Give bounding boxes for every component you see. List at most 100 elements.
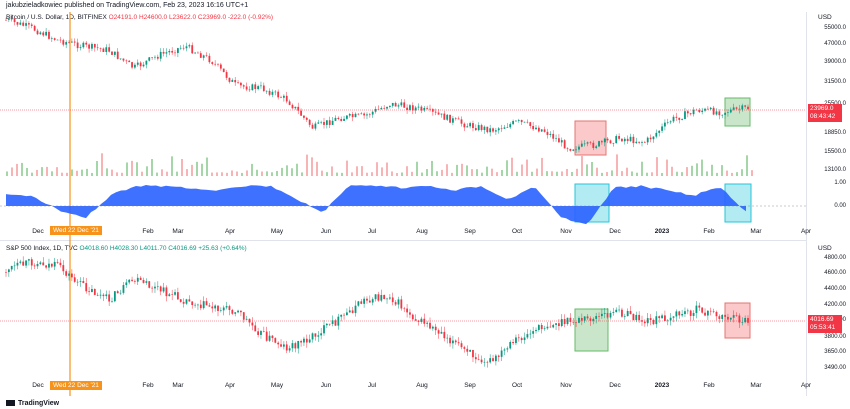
spx-candle-body — [732, 315, 735, 318]
btc-candle-body — [729, 109, 732, 113]
spx-candle-body — [343, 314, 345, 316]
spx-candle-body — [452, 340, 454, 344]
volume-bar — [256, 169, 258, 176]
volume-bar — [171, 156, 173, 176]
spx-candle-body — [672, 316, 675, 318]
spx-candle-body — [517, 337, 520, 339]
spx-candle-body — [360, 301, 363, 304]
btc-candle-body — [228, 77, 231, 82]
btc-candle-body — [583, 143, 586, 145]
osc-price-axis[interactable]: 1.00 0.00 — [806, 0, 850, 240]
btc-candle-body — [334, 117, 337, 121]
spx-candle-body — [182, 301, 185, 304]
btc-candle-body — [248, 89, 251, 91]
spx-candle-body — [242, 312, 245, 320]
btc-candle-body — [331, 120, 334, 125]
spx-candle-body — [500, 350, 503, 357]
volume-bar — [421, 172, 423, 176]
spx-candle-body — [695, 305, 698, 314]
btc-candle-body — [191, 45, 194, 54]
btc-candle-body — [411, 105, 414, 111]
btc-candle-body — [689, 113, 692, 115]
btc-candle-body — [360, 113, 363, 115]
volume-bar — [66, 172, 68, 176]
spx-candle-body — [36, 263, 39, 267]
volume-bar — [31, 172, 33, 176]
spx-candle-body — [586, 316, 589, 319]
spx-symbol[interactable]: S&P 500 Index, 1D, TVC — [6, 245, 78, 252]
spx-candle-body — [437, 330, 440, 334]
btc-candle-body — [735, 107, 738, 109]
btc-candle-body — [388, 105, 391, 107]
btc-candle-body — [452, 118, 454, 123]
btc-candle-body — [368, 114, 371, 116]
oscillator-area — [6, 185, 746, 225]
spx-candle-body — [363, 298, 366, 304]
btc-candle-body — [661, 126, 663, 131]
volume-bar — [11, 167, 13, 176]
spx-candle-body — [509, 341, 512, 349]
spx-candle-body — [214, 305, 217, 309]
spx-candle-body — [718, 316, 721, 319]
spx-candle-body — [383, 294, 386, 300]
spx-candle-body — [68, 273, 70, 276]
spx-candle-body — [219, 310, 222, 311]
btc-candle-body — [73, 41, 76, 43]
volume-bar — [226, 172, 228, 176]
spx-candle-body — [139, 277, 142, 280]
y-tick-label: 13100.0 — [824, 167, 846, 173]
spx-candle-body — [681, 314, 684, 316]
spx-candle-body — [704, 312, 706, 316]
btc-candle-body — [423, 107, 426, 111]
btc-candle-body — [351, 114, 354, 118]
btc-candle-body — [532, 125, 535, 130]
volume-bar — [116, 172, 118, 176]
x-tick-label: Feb — [142, 228, 154, 235]
btc-candle-body — [188, 45, 191, 47]
spx-candle-body — [598, 316, 600, 317]
spx-candle-body — [174, 292, 176, 295]
btc-candle-body — [506, 127, 509, 128]
pane-separator[interactable] — [0, 240, 806, 241]
btc-candle-body — [526, 121, 529, 123]
btc-candle-body — [437, 112, 440, 115]
spx-candle-body — [649, 318, 652, 320]
spx-candle-body — [446, 337, 449, 339]
volume-bar — [231, 170, 233, 176]
spx-candle-body — [314, 333, 317, 337]
btc-candle-body — [629, 136, 632, 142]
btc-symbol[interactable]: Bitcoin / U.S. Dollar, 1D, BITFINEX — [6, 14, 107, 21]
spx-candle-body — [543, 328, 546, 330]
btc-candle-body — [45, 31, 48, 36]
spx-candle-body — [30, 259, 33, 266]
volume-bar — [371, 172, 373, 176]
volume-bar — [396, 172, 398, 176]
volume-bar — [541, 157, 543, 176]
volume-bar — [91, 172, 93, 176]
spx-candle-body — [50, 263, 53, 267]
volume-bar — [426, 169, 428, 176]
spx-candle-body — [185, 299, 188, 304]
volume-bar — [176, 171, 178, 176]
volume-bar — [386, 162, 388, 176]
spx-candle-body — [222, 307, 225, 311]
spx-candle-body — [294, 343, 297, 349]
spx-candle-body — [394, 302, 397, 305]
x-tick-label: Mar — [172, 228, 184, 235]
btc-candle-body — [477, 125, 480, 131]
btc-candle-body — [721, 114, 724, 116]
tradingview-logo[interactable]: TradingView — [6, 400, 59, 407]
spx-candle-body — [91, 288, 93, 293]
btc-candle-body — [303, 115, 305, 118]
btc-candle-body — [85, 42, 88, 45]
spx-candle-body — [503, 349, 506, 351]
btc-candle-body — [494, 130, 497, 132]
volume-bar — [251, 163, 253, 176]
spx-candle-body — [629, 310, 632, 315]
spx-candle-body — [265, 331, 268, 341]
btc-candle-body — [93, 43, 96, 48]
btc-candle-body — [715, 111, 718, 115]
spx-candle-body — [635, 314, 638, 321]
btc-candle-body — [33, 25, 36, 31]
